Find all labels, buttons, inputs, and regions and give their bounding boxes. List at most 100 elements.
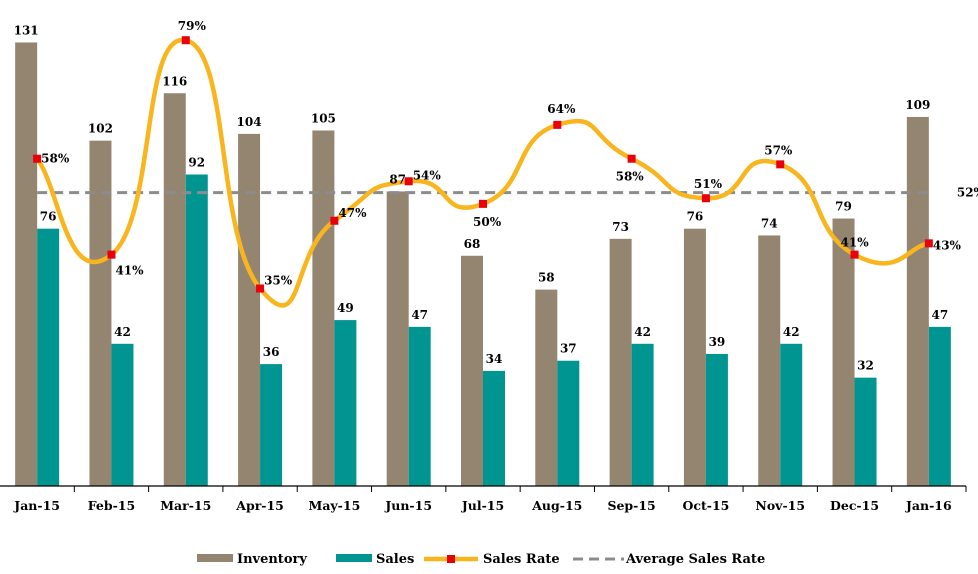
sales-bar <box>854 377 877 486</box>
x-tick-label: Mar-15 <box>160 498 211 513</box>
sales-value-label: 42 <box>783 325 800 339</box>
inventory-bar <box>906 116 929 486</box>
inventory-bar <box>163 93 186 486</box>
inventory-value-label: 131 <box>14 23 39 37</box>
inventory-bar <box>535 289 558 486</box>
data-labels-layer: 131 76 102 42 116 92 104 36 105 49 87 47 68 34 58 37 73 4… <box>14 19 962 372</box>
sales-rate-line <box>34 37 932 308</box>
sales-value-label: 32 <box>857 359 874 373</box>
sales-rate-layer <box>33 36 933 308</box>
x-tick-label: Jun-15 <box>384 498 432 513</box>
sales-rate-marker <box>924 239 933 248</box>
inventory-bar <box>312 130 335 486</box>
legend-marker-sales-rate <box>447 555 455 563</box>
sales-value-label: 76 <box>40 210 57 224</box>
sales-rate-marker <box>553 120 562 129</box>
sales-bar <box>185 174 208 486</box>
sales-bar <box>408 326 431 486</box>
sales-value-label: 37 <box>560 342 577 356</box>
sales-bar <box>928 326 951 486</box>
inventory-bar <box>832 218 855 486</box>
average-sales-rate-label: 52% <box>957 186 978 200</box>
sales-bar <box>37 228 60 486</box>
sales-bar <box>260 364 283 486</box>
x-tick-label: Apr-15 <box>235 498 284 513</box>
sales-rate-marker <box>627 154 636 163</box>
sales-value-label: 42 <box>634 325 651 339</box>
inventory-value-label: 104 <box>237 115 262 129</box>
sales-rate-marker <box>850 250 859 259</box>
inventory-value-label: 79 <box>835 200 852 214</box>
sales-rate-label: 41% <box>841 236 870 250</box>
sales-value-label: 42 <box>114 325 131 339</box>
sales-value-label: 49 <box>337 301 354 315</box>
inventory-bar <box>89 140 112 486</box>
sales-rate-label: 43% <box>933 238 962 252</box>
sales-rate-marker <box>776 160 785 169</box>
sales-bar <box>780 343 803 486</box>
sales-rate-marker <box>107 250 116 259</box>
x-tick-label: Jul-15 <box>461 498 504 513</box>
sales-rate-marker <box>33 154 42 163</box>
legend: Inventory Sales Sales Rate Average Sales Ra… <box>197 552 765 567</box>
sales-rate-marker <box>701 194 710 203</box>
inventory-bar <box>683 228 706 486</box>
sales-rate-marker <box>181 36 190 45</box>
inventory-bar <box>609 238 632 486</box>
sales-value-label: 39 <box>709 335 726 349</box>
inventory-value-label: 73 <box>612 220 629 234</box>
x-tick-label: Nov-15 <box>755 498 805 513</box>
x-tick-label: Dec-15 <box>830 498 879 513</box>
x-tick-label: May-15 <box>308 498 360 513</box>
sales-rate-marker <box>404 177 413 186</box>
sales-bar <box>111 343 134 486</box>
legend-label-inventory: Inventory <box>237 552 307 567</box>
average-line-layer: 52% <box>37 186 978 200</box>
inventory-value-label: 74 <box>761 216 778 230</box>
sales-value-label: 36 <box>263 345 280 359</box>
x-tick-label: Sep-15 <box>607 498 655 513</box>
sales-rate-marker <box>479 199 487 208</box>
sales-rate-label: 58% <box>616 170 645 184</box>
bars-layer <box>15 42 951 486</box>
inventory-value-label: 68 <box>464 237 481 251</box>
inventory-value-label: 58 <box>538 271 555 285</box>
sales-value-label: 47 <box>411 308 428 322</box>
x-axis: Jan-15 Feb-15 Mar-15 Apr-15 May-15 Jun-15 Jul-… <box>0 485 967 513</box>
sales-rate-label: 58% <box>41 152 70 166</box>
inventory-value-label: 109 <box>905 98 930 112</box>
sales-bar <box>631 343 654 486</box>
inventory-bar <box>15 42 38 486</box>
inventory-value-label: 102 <box>88 122 113 136</box>
sales-bar <box>705 353 728 486</box>
sales-rate-label: 54% <box>413 168 442 182</box>
x-tick-label: Jan-15 <box>13 498 60 513</box>
sales-value-label: 92 <box>188 156 205 170</box>
inventory-bar <box>386 191 409 486</box>
inventory-value-label: 116 <box>162 74 187 88</box>
inventory-bar <box>461 255 483 486</box>
sales-rate-label: 64% <box>547 102 576 116</box>
inventory-bar <box>758 235 781 486</box>
legend-label-average: Average Sales Rate <box>625 552 765 567</box>
sales-rate-label: 51% <box>694 177 723 191</box>
legend-swatch-sales <box>336 554 372 562</box>
sales-rate-marker <box>330 216 339 225</box>
sales-bar <box>483 370 505 486</box>
sales-bar <box>334 320 357 486</box>
inventory-value-label: 76 <box>687 210 704 224</box>
x-tick-label: Oct-15 <box>682 498 729 513</box>
sales-rate-label: 35% <box>264 274 293 288</box>
sales-bar <box>557 360 580 486</box>
legend-label-sales: Sales <box>376 552 414 567</box>
inventory-bar <box>238 133 261 486</box>
sales-rate-label: 50% <box>473 215 502 229</box>
x-tick-label: Aug-15 <box>531 498 582 513</box>
inventory-value-label: 87 <box>389 172 406 186</box>
sales-rate-label: 47% <box>338 206 367 220</box>
sales-rate-label: 79% <box>178 19 207 33</box>
sales-value-label: 34 <box>486 352 503 366</box>
x-tick-label: Jan-16 <box>905 498 952 513</box>
sales-rate-marker <box>256 284 265 293</box>
